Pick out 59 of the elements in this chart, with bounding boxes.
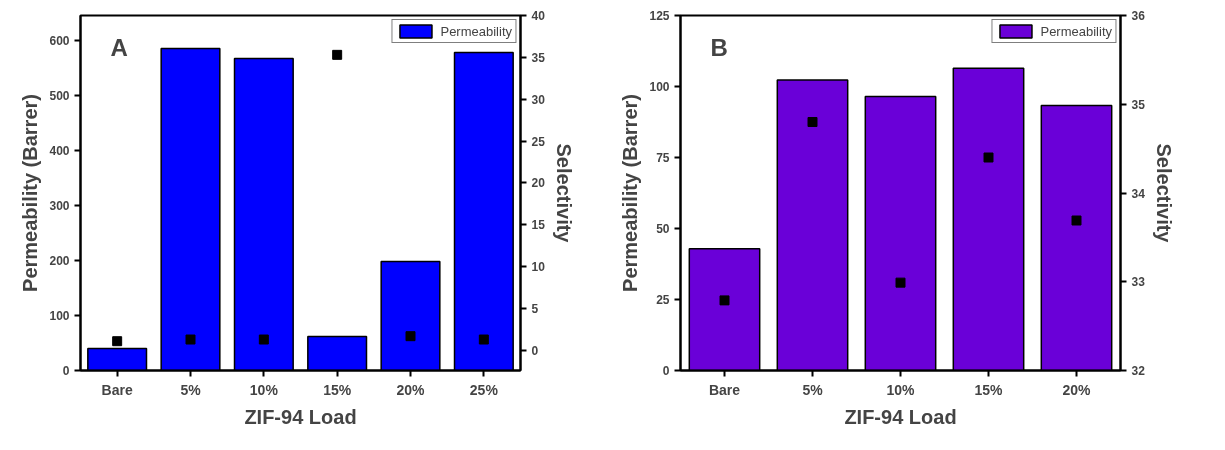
- y2-tick-label: 20: [531, 176, 546, 191]
- y2-tick-label: 33: [1131, 275, 1146, 290]
- y-tick-label: 300: [49, 198, 70, 213]
- y2-axis-title: Selectivity: [552, 143, 575, 244]
- point: [112, 336, 123, 347]
- y-tick-label: 25: [656, 293, 670, 307]
- y2-axis-title: Selectivity: [1152, 143, 1175, 244]
- x-tick-label: Bare: [101, 381, 133, 398]
- y2-tick-label: 40: [531, 9, 546, 23]
- legend-label: Permeability: [440, 23, 512, 39]
- x-tick-label: 5%: [802, 381, 824, 398]
- x-tick-label: 15%: [974, 381, 1004, 398]
- x-tick-label: 10%: [886, 381, 916, 398]
- x-tick-label: Bare: [708, 381, 741, 398]
- y2-tick-label: 15: [531, 218, 546, 233]
- point: [983, 152, 994, 163]
- y-tick-label: 500: [49, 88, 70, 103]
- x-axis-title: ZIF-94 Load: [244, 405, 357, 428]
- point: [807, 117, 818, 127]
- y-axis-title: Permeability (Barrer): [19, 94, 42, 292]
- point: [1071, 215, 1082, 226]
- y-tick-label: 0: [62, 364, 70, 378]
- x-tick-label: 5%: [180, 381, 202, 398]
- y-tick-label: 0: [662, 364, 670, 378]
- y2-tick-label: 25: [531, 134, 546, 149]
- annotation: A: [110, 33, 128, 61]
- point: [895, 277, 906, 288]
- point: [719, 295, 730, 306]
- y2-tick-label: 5: [531, 302, 539, 317]
- point: [405, 331, 416, 342]
- point: [185, 334, 196, 345]
- point: [478, 334, 489, 345]
- y2-tick-label: 10: [531, 260, 546, 275]
- y-tick-label: 100: [49, 308, 70, 323]
- x-tick-label: 10%: [249, 381, 279, 398]
- point: [258, 334, 269, 345]
- y-tick-label: 75: [656, 151, 670, 165]
- y-tick-label: 600: [49, 33, 70, 48]
- x-tick-label: 25%: [469, 381, 499, 398]
- y2-tick-label: 35: [531, 50, 546, 65]
- x-axis-title: ZIF-94 Load: [844, 405, 957, 428]
- y-axis-title: Permeability (Barrer): [619, 94, 642, 292]
- y2-tick-label: 30: [531, 92, 546, 107]
- y2-tick-label: 35: [1131, 97, 1146, 112]
- point: [332, 49, 343, 60]
- y2-tick-label: 36: [1131, 9, 1146, 23]
- x-tick-label: 20%: [1062, 381, 1092, 398]
- y-tick-label: 125: [649, 9, 670, 23]
- x-tick-label: 15%: [323, 381, 352, 398]
- y2-tick-label: 34: [1131, 186, 1146, 201]
- y2-tick-label: 32: [1131, 364, 1146, 378]
- y-tick-label: 100: [649, 80, 670, 94]
- legend-label: Permeability: [1040, 23, 1112, 39]
- y-tick-label: 400: [49, 143, 70, 158]
- y-tick-label: 50: [656, 222, 670, 236]
- y-tick-label: 200: [49, 253, 70, 268]
- annotation: B: [710, 33, 728, 61]
- x-tick-label: 20%: [396, 381, 426, 398]
- y2-tick-label: 0: [531, 343, 539, 358]
